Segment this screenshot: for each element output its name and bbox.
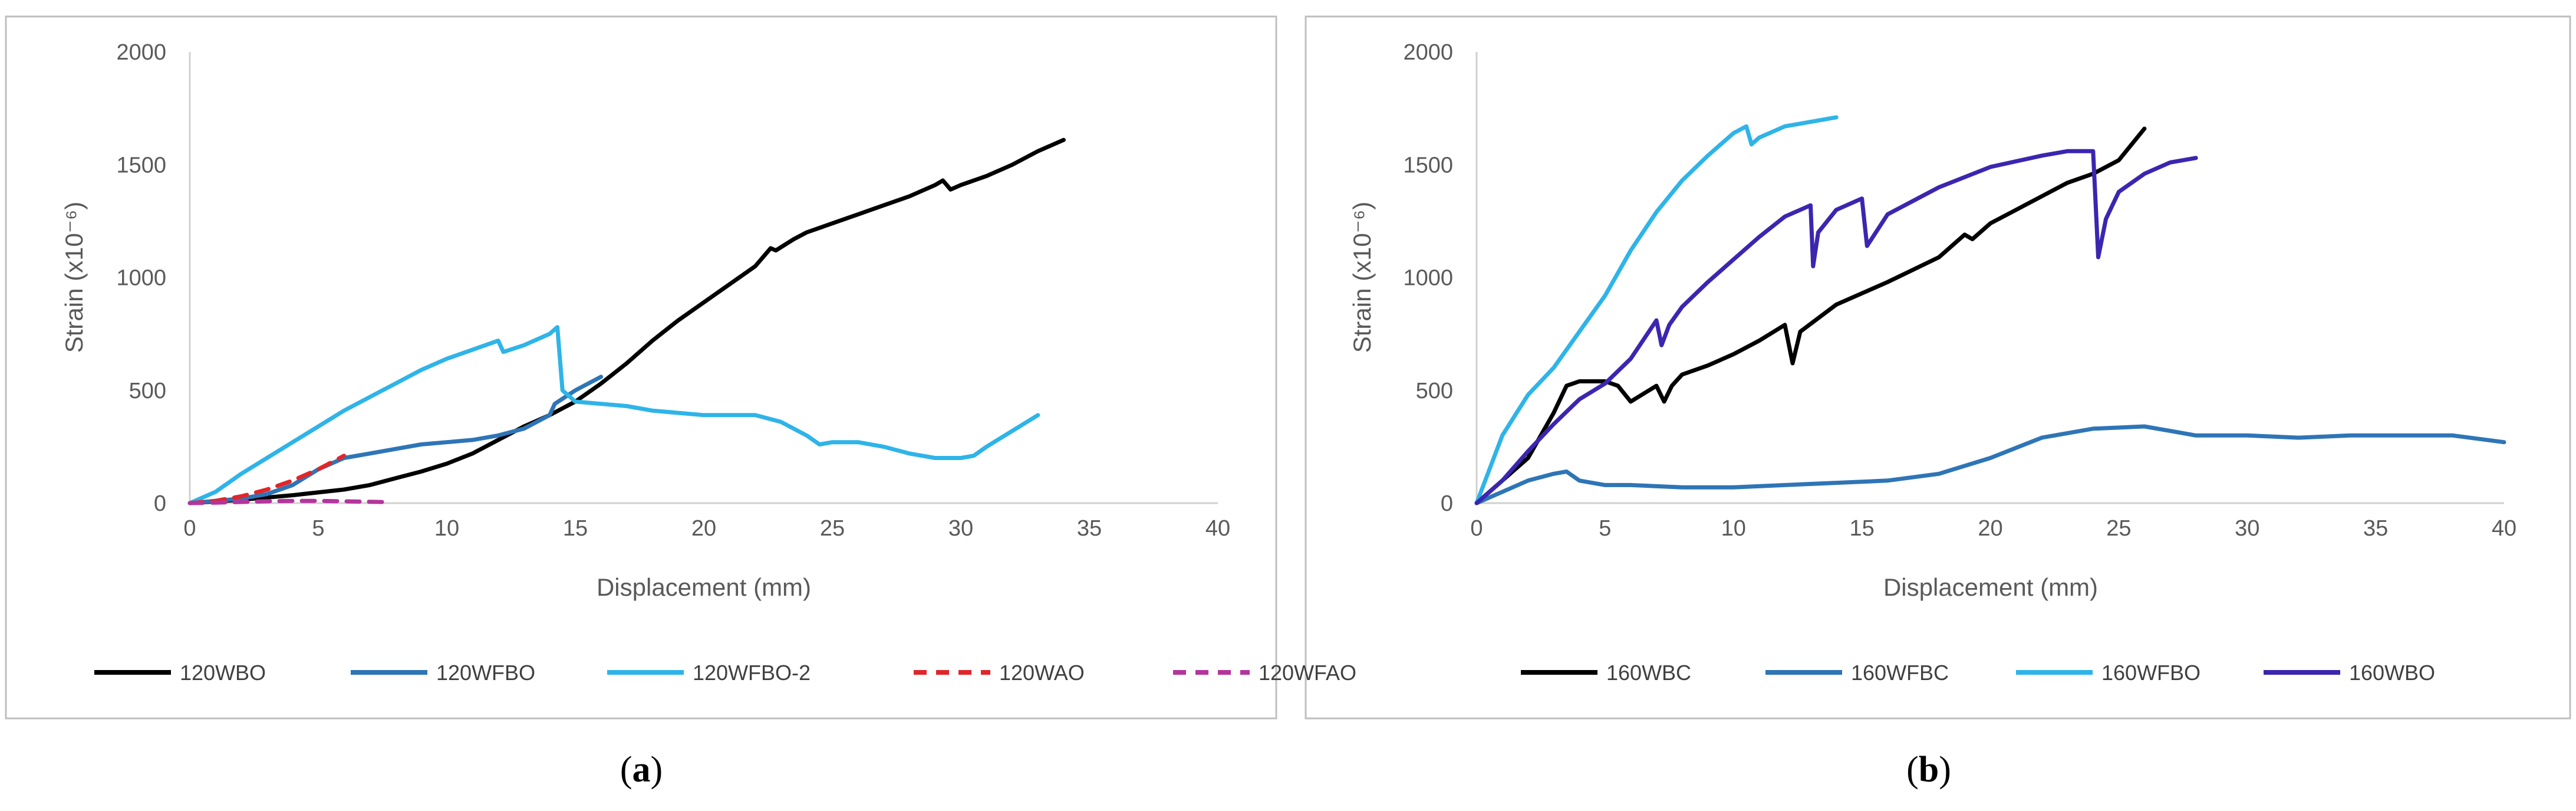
legend-label-160wbo: 160WBO	[2349, 661, 2435, 685]
x-axis-title: Displacement (mm)	[1883, 573, 2098, 601]
series-line-120wfao	[187, 498, 385, 505]
legend-label-120wbo: 120WBO	[180, 661, 266, 685]
chart-frame-a	[5, 15, 1277, 720]
legend-label-120wfbo: 120WFBO	[436, 661, 535, 685]
x-tick-label: 5	[312, 516, 324, 541]
y-tick-label: 1000	[1403, 266, 1453, 291]
x-tick-label: 25	[2106, 516, 2131, 541]
x-tick-label: 20	[1978, 516, 2002, 541]
legend-label-120wfbo-2: 120WFBO-2	[693, 661, 811, 685]
chart-b: 0 5 10 15 20 25 30 35 40 0 500 1000 1500 2000 Displac…	[1348, 40, 2516, 790]
legend-label-160wfbc: 160WFBC	[1851, 661, 1949, 685]
legend-label-160wbc: 160WBC	[1606, 661, 1691, 685]
y-tick-label: 0	[154, 491, 166, 516]
series-line-120wfbo	[187, 375, 604, 505]
y-axis-title: Strain (x10⁻⁶)	[1348, 202, 1376, 353]
x-axis-title: Displacement (mm)	[597, 573, 811, 601]
series-line-120wfbo-2	[187, 325, 1040, 505]
series-line-160wbc	[1474, 126, 2147, 505]
y-tick-label: 1500	[116, 153, 166, 178]
legend: 160WBC 160WFBC 160WFBO 160WBO	[1521, 661, 2435, 685]
panel-label: (b)	[1906, 750, 1951, 790]
series-line-160wbo	[1474, 149, 2198, 505]
y-tick-label: 1000	[116, 266, 166, 291]
legend-label-160wfbo: 160WFBO	[2101, 661, 2201, 685]
x-tick-label: 0	[183, 516, 196, 541]
x-tick-label: 10	[1721, 516, 1746, 541]
x-tick-label: 5	[1599, 516, 1611, 541]
series-line-120wbo	[187, 137, 1066, 505]
x-tick-label: 15	[563, 516, 588, 541]
legend-label-120wfao: 120WFAO	[1259, 661, 1356, 685]
x-tick-label: 35	[1077, 516, 1102, 541]
x-tick-label: 40	[2492, 516, 2516, 541]
x-tick-label: 15	[1849, 516, 1874, 541]
y-tick-label: 0	[1441, 491, 1453, 516]
x-tick-label: 10	[434, 516, 459, 541]
y-tick-label: 1500	[1403, 153, 1453, 178]
y-tick-label: 500	[129, 379, 166, 403]
x-tick-label: 40	[1205, 516, 1230, 541]
y-tick-label: 500	[1416, 379, 1453, 403]
y-tick-label: 2000	[116, 40, 166, 65]
legend: 120WBO 120WFBO 120WFBO-2 120WAO 120WFAO	[94, 661, 1356, 685]
panel-label: (a)	[620, 750, 663, 790]
y-axis-title: Strain (x10⁻⁶)	[60, 202, 88, 353]
x-tick-label: 35	[2363, 516, 2388, 541]
chart-frame-b	[1305, 15, 2571, 720]
x-tick-label: 0	[1470, 516, 1483, 541]
series-line-160wfbc	[1474, 424, 2506, 505]
series-line-160wfbo	[1474, 115, 1839, 505]
x-tick-label: 20	[691, 516, 716, 541]
y-tick-label: 2000	[1403, 40, 1453, 65]
x-tick-label: 25	[820, 516, 845, 541]
chart-a: 0 5 10 15 20 25 30 35 40 0 500 1000 1500 2000 Displac…	[60, 40, 1356, 790]
legend-label-120wao: 120WAO	[999, 661, 1085, 685]
x-tick-label: 30	[948, 516, 973, 541]
x-tick-label: 30	[2235, 516, 2259, 541]
